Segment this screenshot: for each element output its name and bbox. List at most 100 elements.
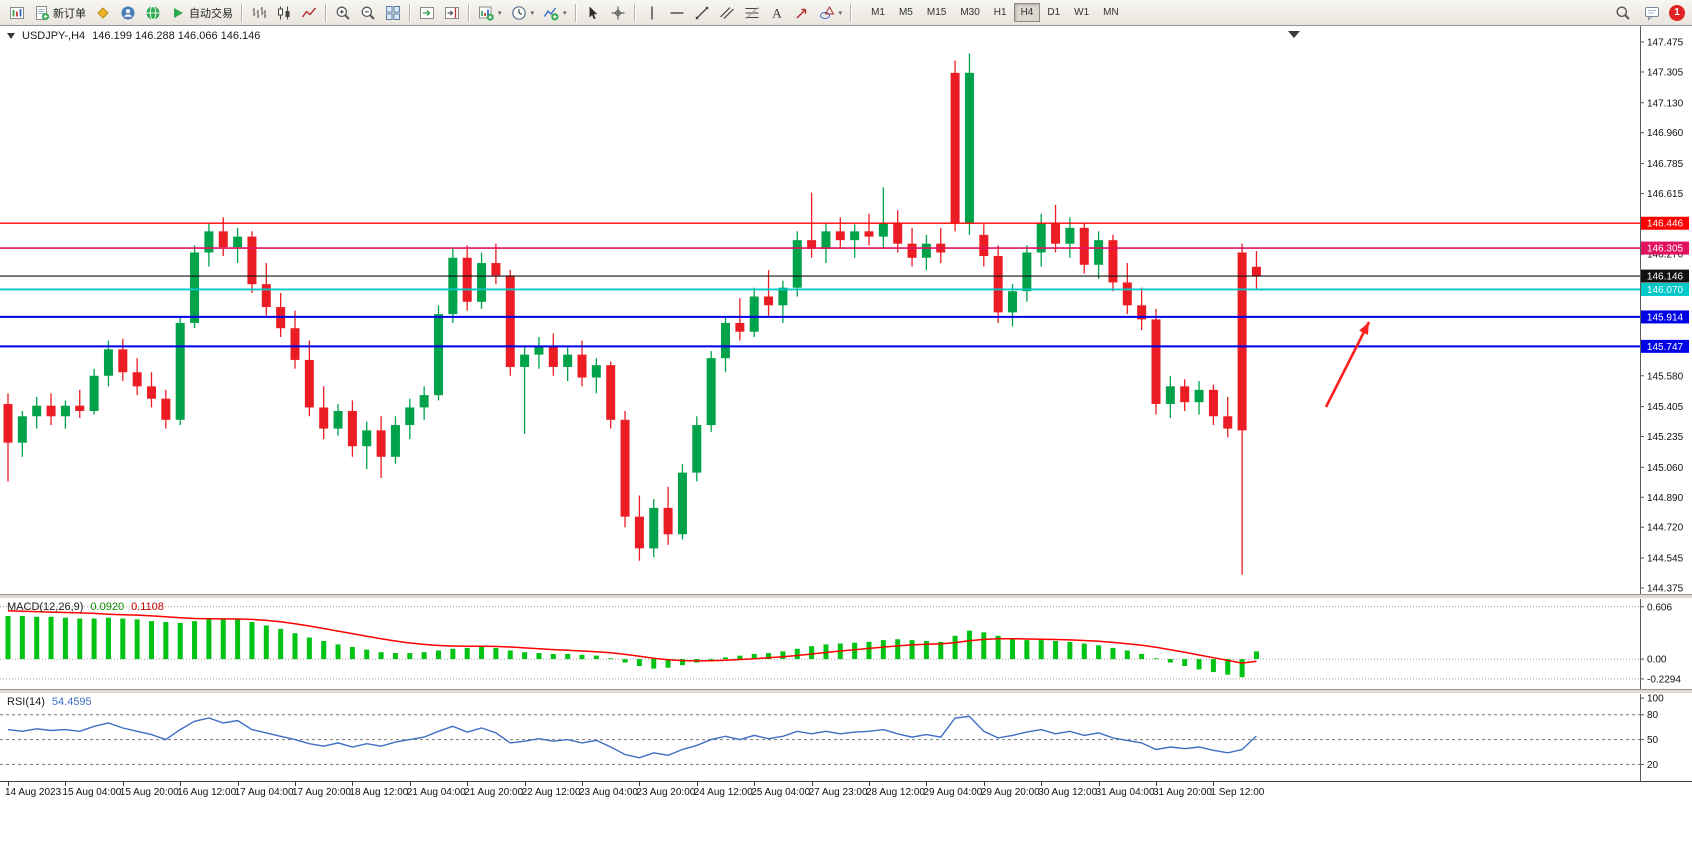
time-axis-tick <box>467 782 469 786</box>
tab-timeframe-h4[interactable]: H4 <box>1013 3 1041 22</box>
new-order-button[interactable]: 新订单 <box>30 1 90 24</box>
autotrading-button[interactable]: 自动交易 <box>166 1 237 24</box>
text-label-button[interactable]: A <box>765 1 789 24</box>
time-axis-tick <box>524 782 526 786</box>
arrow-annotation-head <box>1359 322 1369 335</box>
tab-timeframe-h1[interactable]: H1 <box>993 7 1007 18</box>
price-axis-label: 144.720 <box>1647 523 1684 534</box>
line-chart-button[interactable] <box>297 1 321 24</box>
toolbar-divider <box>409 3 411 22</box>
tile-windows-button[interactable] <box>381 1 405 24</box>
candle-body <box>3 403 13 443</box>
zoom-out-button[interactable] <box>356 1 380 24</box>
cursor-button[interactable] <box>581 1 605 24</box>
tab-timeframe-w1[interactable]: W1 <box>1074 7 1090 18</box>
gold-diamond-icon <box>95 5 111 21</box>
time-axis-tick <box>295 782 296 786</box>
time-axis-label: 22 Aug 12:00 <box>521 787 581 798</box>
pane-divider[interactable] <box>0 689 1692 694</box>
zoom-in-button[interactable] <box>331 1 355 24</box>
arrow-annotation[interactable] <box>1324 321 1371 408</box>
macd-axis-label: -0.2294 <box>1647 674 1681 685</box>
auto-scroll-button[interactable] <box>415 1 439 24</box>
price-line-badge <box>1641 282 1689 296</box>
tab-timeframe-mn[interactable]: MN <box>1103 7 1119 18</box>
chart-shift-button[interactable] <box>440 1 464 24</box>
chevron-down-icon: ▾ <box>498 9 502 17</box>
candle-body <box>620 419 630 517</box>
candle-body <box>1079 227 1089 265</box>
price-axis-label: 147.305 <box>1647 67 1684 78</box>
tab-timeframe-m30[interactable]: M30 <box>960 7 980 18</box>
toolbar-divider <box>633 3 636 22</box>
messages-button[interactable] <box>1640 1 1664 24</box>
toolbar: 新订单 自动交易 ▾ ▾ ▾ A ▾ M1 M5 M15 M30 H1 H4 D1 W1 MN 1 <box>0 0 1692 26</box>
trendline-button[interactable] <box>690 1 714 24</box>
macd-value: 0.0920 <box>90 601 125 613</box>
fibonacci-button[interactable] <box>740 1 764 24</box>
vertical-line-button[interactable] <box>640 1 664 24</box>
time-axis-label: 31 Aug 20:00 <box>1153 787 1212 798</box>
signals-button[interactable] <box>116 1 140 24</box>
time-axis-label: 27 Aug 23:00 <box>808 787 868 798</box>
bar-chart-button[interactable] <box>247 1 271 24</box>
shapes-button[interactable]: ▾ <box>815 1 847 24</box>
horizontal-line-button[interactable] <box>665 1 689 24</box>
notification-badge[interactable]: 1 <box>1669 4 1685 21</box>
candle-body <box>520 354 530 367</box>
market-button[interactable] <box>91 1 115 24</box>
chevron-down-icon: ▾ <box>838 9 843 17</box>
tab-timeframe-m5[interactable]: M5 <box>898 7 913 18</box>
vline-icon <box>644 5 660 21</box>
shapes-icon <box>819 5 835 21</box>
chat-icon <box>1644 5 1660 21</box>
time-axis-tick <box>180 782 182 786</box>
periods-button[interactable]: ▾ <box>507 1 539 24</box>
candle-body <box>32 405 42 417</box>
time-axis-tick <box>696 782 698 786</box>
time-axis-tick <box>352 782 354 786</box>
price-pane[interactable]: 147.475 147.305 147.130 146.960 146.785 146.6… <box>0 26 1692 594</box>
crosshair-button[interactable] <box>606 1 630 24</box>
one-click-trading-icon[interactable] <box>7 33 15 39</box>
candle-body <box>333 410 343 429</box>
equidistant-channel-button[interactable] <box>715 1 739 24</box>
new-chart-button[interactable]: ▾ <box>474 1 506 24</box>
time-axis-tick <box>1098 782 1100 786</box>
tab-timeframe-d1[interactable]: D1 <box>1047 7 1061 18</box>
tab-timeframe-m1[interactable]: M1 <box>871 7 885 18</box>
chart-shift-marker[interactable] <box>1288 31 1300 38</box>
time-axis-label: 1 Sep 12:00 <box>1210 787 1265 798</box>
candle-body <box>46 405 56 417</box>
bars-icon <box>251 5 267 21</box>
text-icon: A <box>769 5 785 21</box>
tab-timeframe-m15[interactable]: M15 <box>926 7 947 18</box>
time-axis-label: 15 Aug 20:00 <box>119 787 179 798</box>
candle-body <box>534 345 544 355</box>
community-button[interactable] <box>141 1 165 24</box>
time-axis-label: 23 Aug 20:00 <box>636 787 696 798</box>
candle-body <box>247 236 257 285</box>
time-axis-tick <box>1156 782 1157 786</box>
chart-title: USDJPY-,H4 146.199 146.288 146.066 146.1… <box>7 30 260 42</box>
rsi-axis-label: 20 <box>1647 760 1659 771</box>
candle-body <box>477 263 487 302</box>
market-watch-button[interactable] <box>5 1 29 24</box>
rsi-pane[interactable]: 100 80 50 20 RSI(14) 54.4595 <box>0 694 1692 781</box>
indicators-button[interactable]: ▾ <box>539 1 571 24</box>
search-button[interactable] <box>1611 1 1635 24</box>
toolbar-divider <box>574 3 577 22</box>
candle-body <box>792 240 802 288</box>
pane-divider[interactable] <box>0 594 1692 599</box>
rsi-value: 54.4595 <box>51 696 92 708</box>
price-axis-label: 145.235 <box>1647 432 1684 443</box>
candle-body <box>1237 252 1247 431</box>
arrows-tool-button[interactable] <box>790 1 814 24</box>
autotrading-icon <box>170 5 186 21</box>
macd-pane[interactable]: 0.606 0.00 -0.2294 MACD(12,26,9) 0.0920 0.… <box>0 599 1692 689</box>
time-axis[interactable]: 14 Aug 2023 15 Aug 04:00 15 Aug 20:00 16 Au… <box>0 781 1692 802</box>
candlestick-chart-button[interactable] <box>272 1 296 24</box>
time-axis-label: 16 Aug 12:00 <box>177 787 237 798</box>
price-line-badge-label: 146.446 <box>1647 219 1684 230</box>
price-axis-label: 146.785 <box>1647 159 1684 170</box>
